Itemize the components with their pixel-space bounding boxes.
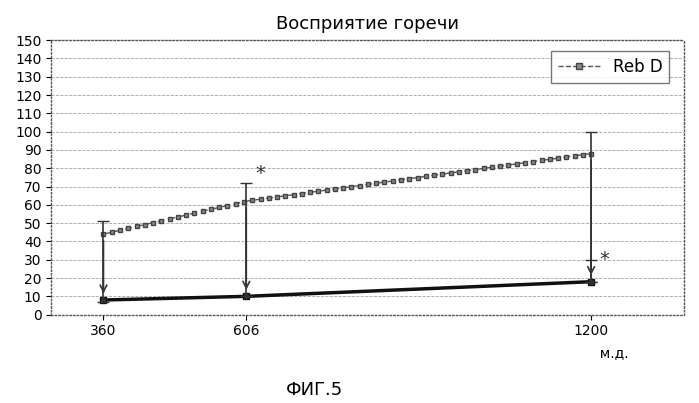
Title: Восприятие горечи: Восприятие горечи — [276, 15, 459, 33]
Text: м.д.: м.д. — [591, 346, 628, 360]
Text: *: * — [255, 164, 265, 183]
Legend: Reb D: Reb D — [552, 51, 670, 83]
Text: *: * — [600, 250, 610, 269]
Text: ФИГ.5: ФИГ.5 — [286, 381, 343, 399]
